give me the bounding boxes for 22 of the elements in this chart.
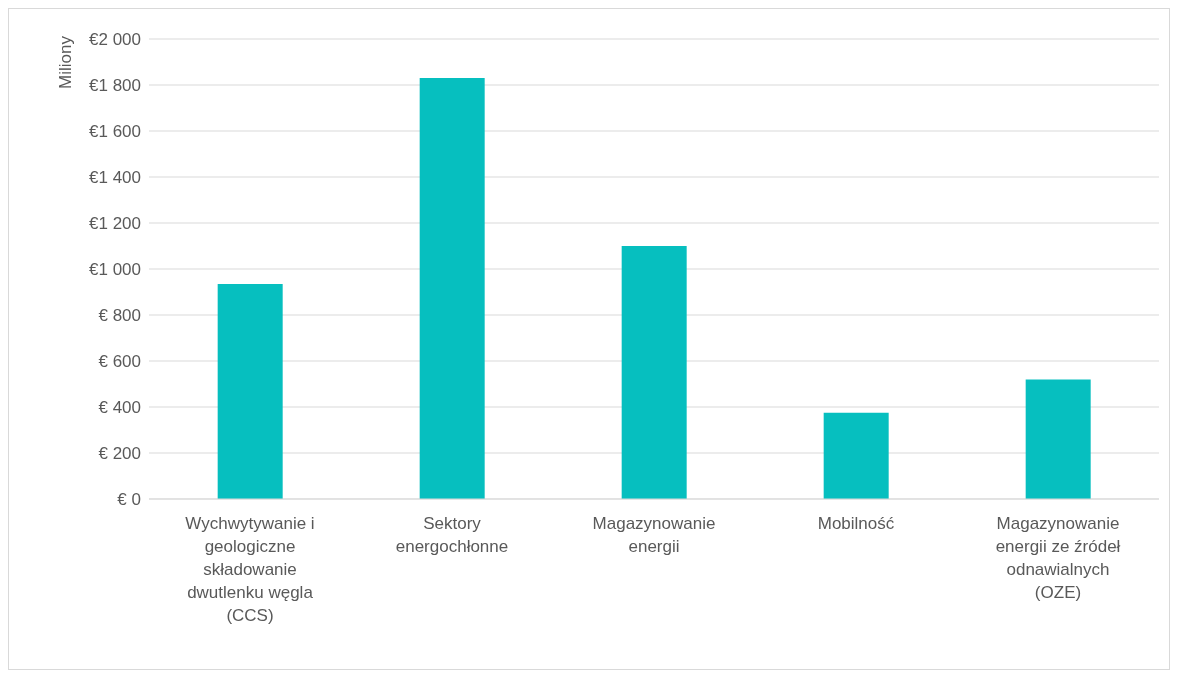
x-tick-label: Sektory energochłonne bbox=[395, 514, 509, 556]
bar bbox=[823, 412, 889, 499]
x-tick-label: Magazynowanie energii bbox=[592, 514, 716, 556]
y-tick-label: €1 600 bbox=[89, 122, 141, 142]
y-tick-label: €1 200 bbox=[89, 214, 141, 234]
y-tick-label: €1 800 bbox=[89, 76, 141, 96]
bar bbox=[419, 78, 485, 499]
y-tick-label: € 400 bbox=[98, 398, 141, 418]
x-tick-label: Magazynowanie energii ze źródeł odnawialnych (OZE) bbox=[995, 514, 1121, 602]
y-tick-label: €1 000 bbox=[89, 260, 141, 280]
y-tick-label: €2 000 bbox=[89, 30, 141, 50]
x-tick-label: Wychwytywanie i geologiczne składowanie dwutlenku węgla (CCS) bbox=[185, 514, 315, 625]
bar bbox=[1025, 379, 1091, 499]
y-tick-label: € 600 bbox=[98, 352, 141, 372]
y-tick-label: € 0 bbox=[117, 490, 141, 510]
x-tick-label: Mobilność bbox=[817, 514, 895, 533]
y-axis-title: Miliony bbox=[56, 35, 76, 89]
bar bbox=[217, 283, 283, 499]
y-tick-label: € 200 bbox=[98, 444, 141, 464]
y-tick-label: €1 400 bbox=[89, 168, 141, 188]
bar bbox=[621, 246, 687, 499]
y-tick-label: € 800 bbox=[98, 306, 141, 326]
